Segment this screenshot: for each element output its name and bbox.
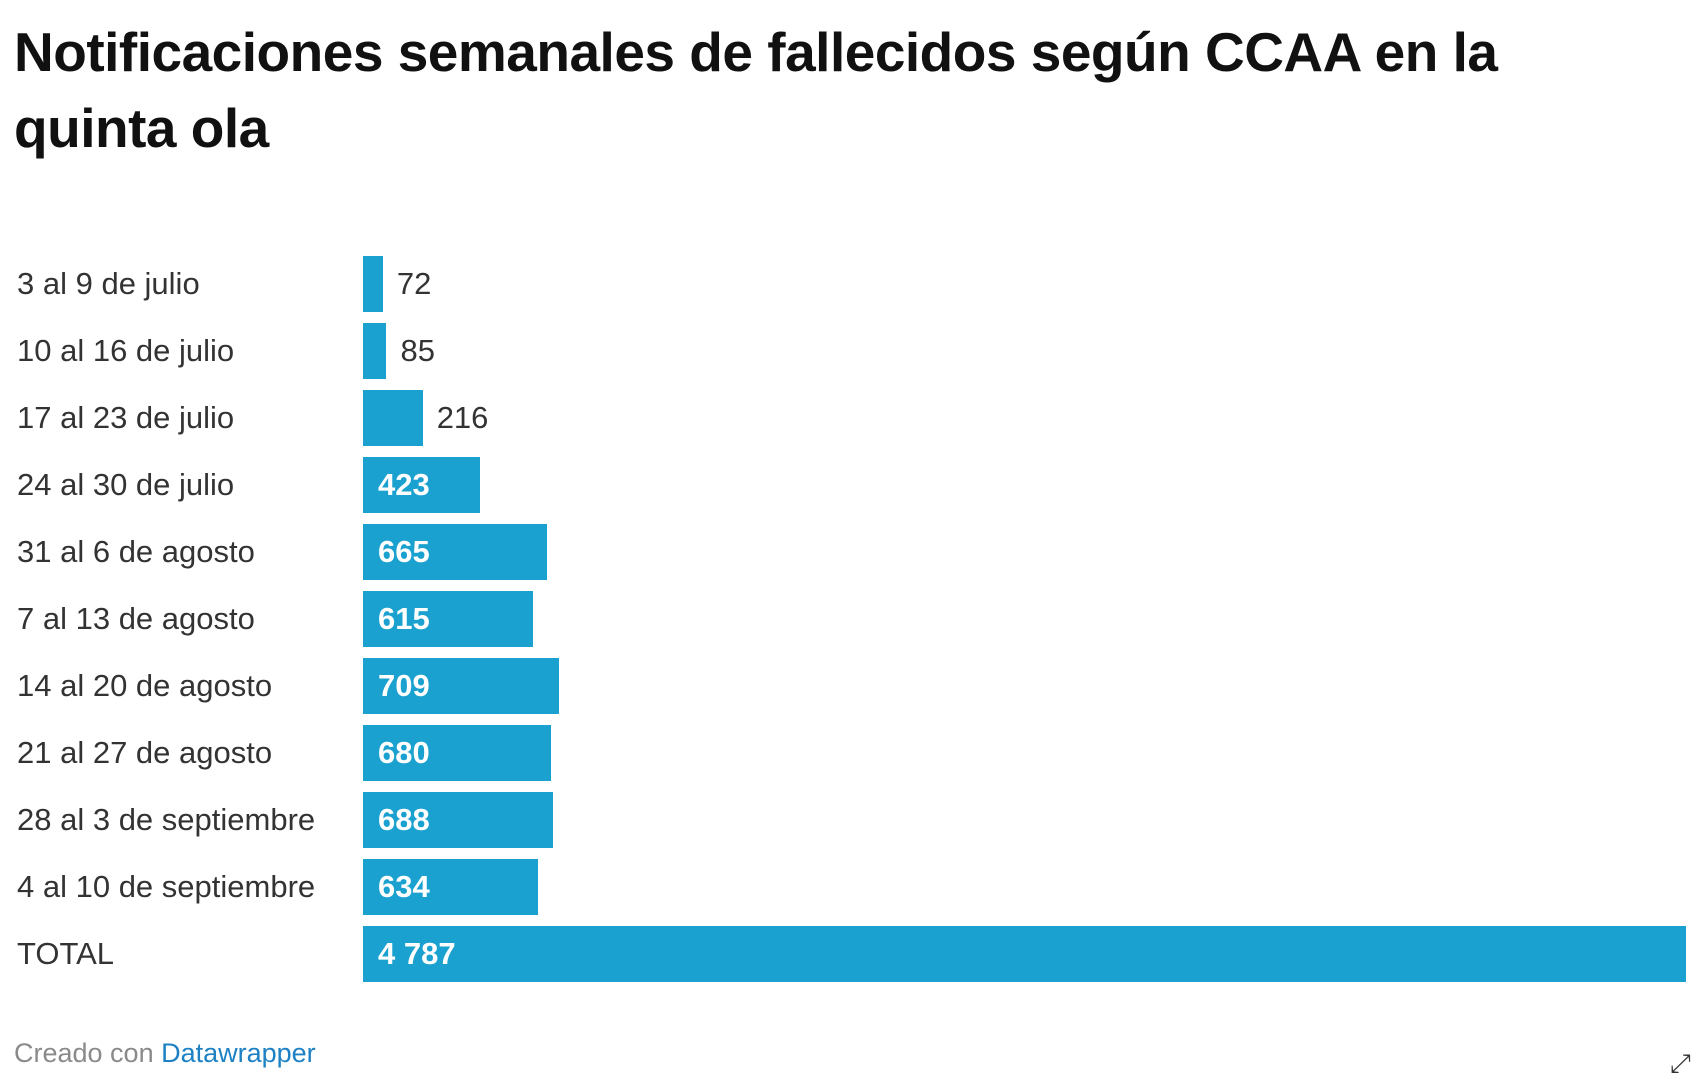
datawrapper-link[interactable]: Datawrapper (161, 1038, 316, 1068)
chart-title: Notificaciones semanales de fallecidos s… (14, 21, 1498, 159)
bar (363, 792, 554, 848)
bar (363, 591, 533, 647)
bar (363, 256, 383, 312)
bar-row: 21 al 27 de agosto 680 (0, 725, 1706, 781)
category-label: 10 al 16 de julio (17, 333, 235, 368)
value-label: 216 (436, 400, 489, 435)
category-label: 28 al 3 de septiembre (17, 802, 316, 837)
bar (363, 926, 1686, 982)
bar-row: 31 al 6 de agosto 665 (0, 524, 1706, 580)
bar-row: 17 al 23 de julio 216 (0, 390, 1706, 446)
category-label: 4 al 10 de septiembre (17, 869, 316, 904)
category-label: 17 al 23 de julio (17, 400, 235, 435)
category-label: 31 al 6 de agosto (17, 534, 255, 569)
category-label: TOTAL (17, 936, 115, 971)
bar-row: TOTAL 4 787 (0, 926, 1706, 982)
bar-row: 3 al 9 de julio 72 (0, 256, 1706, 312)
bar (363, 658, 559, 714)
value-label: 85 (400, 333, 435, 368)
bar-row: 14 al 20 de agosto 709 (0, 658, 1706, 714)
bar-row: 10 al 16 de julio 85 (0, 323, 1706, 379)
bar (363, 390, 423, 446)
bar (363, 457, 480, 513)
bar-row: 4 al 10 de septiembre 634 (0, 859, 1706, 915)
expand-arrow-icon[interactable]: ⤢ (1670, 1048, 1691, 1078)
bar-row: 24 al 30 de julio 423 (0, 457, 1706, 513)
bar (363, 859, 539, 915)
value-label: 423 (378, 467, 430, 502)
value-label: 688 (378, 802, 430, 837)
bar (363, 725, 551, 781)
value-label: 72 (396, 266, 432, 301)
category-label: 7 al 13 de agosto (17, 601, 255, 636)
bar-row: 28 al 3 de septiembre 688 (0, 792, 1706, 848)
category-label: 24 al 30 de julio (17, 467, 235, 502)
value-label: 634 (378, 869, 430, 904)
value-label: 709 (378, 668, 430, 703)
category-label: 14 al 20 de agosto (17, 668, 273, 703)
bar (363, 524, 547, 580)
value-label: 665 (378, 534, 430, 569)
footer: Creado con Datawrapper (14, 1038, 316, 1069)
category-label: 3 al 9 de julio (17, 266, 200, 301)
value-label: 680 (378, 735, 430, 770)
bar-row: 7 al 13 de agosto 615 (0, 591, 1706, 647)
footer-prefix: Creado con (14, 1038, 162, 1068)
value-label: 4 787 (378, 936, 456, 971)
bar (363, 323, 387, 379)
category-label: 21 al 27 de agosto (17, 735, 273, 770)
value-label: 615 (378, 601, 430, 636)
